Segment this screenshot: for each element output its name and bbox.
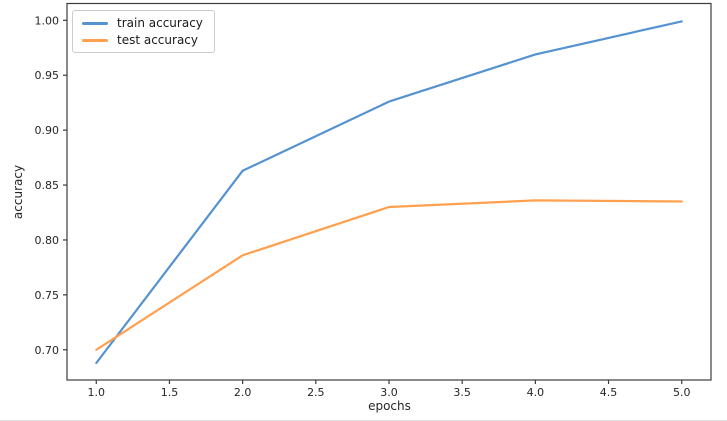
x-tick-label: 4.5	[600, 386, 618, 399]
test-accuracy-line	[95, 199, 683, 351]
y-tick-label: 0.90	[35, 124, 60, 137]
legend: train accuracy test accuracy	[72, 10, 215, 53]
y-axis-label: accuracy	[11, 164, 25, 220]
legend-line-swatch-train	[82, 21, 108, 25]
y-tick-label: 0.75	[35, 289, 60, 302]
x-tick-label: 1.0	[88, 386, 106, 399]
x-tick-label: 2.0	[234, 386, 252, 399]
plot-border	[66, 2, 712, 381]
y-tick-label: 0.95	[35, 69, 60, 82]
train-accuracy-line	[95, 20, 683, 365]
x-tick-label: 3.5	[453, 386, 471, 399]
x-axis-label: epochs	[368, 399, 411, 413]
legend-label-train: train accuracy	[117, 16, 203, 30]
x-tick-label: 4.0	[527, 386, 545, 399]
y-tick-label: 0.80	[35, 234, 60, 247]
legend-item-test-accuracy: test accuracy	[82, 33, 203, 47]
legend-line-swatch-test	[82, 38, 108, 42]
legend-label-test: test accuracy	[117, 33, 198, 47]
y-tick-label: 0.70	[35, 344, 60, 357]
y-tick-label: 0.85	[35, 179, 60, 192]
legend-item-train-accuracy: train accuracy	[82, 16, 203, 30]
x-tick-label: 2.5	[307, 386, 325, 399]
x-tick-label: 5.0	[673, 386, 691, 399]
x-tick-label: 3.0	[380, 386, 398, 399]
y-tick-label: 1.00	[35, 14, 60, 27]
x-tick-label: 1.5	[161, 386, 179, 399]
